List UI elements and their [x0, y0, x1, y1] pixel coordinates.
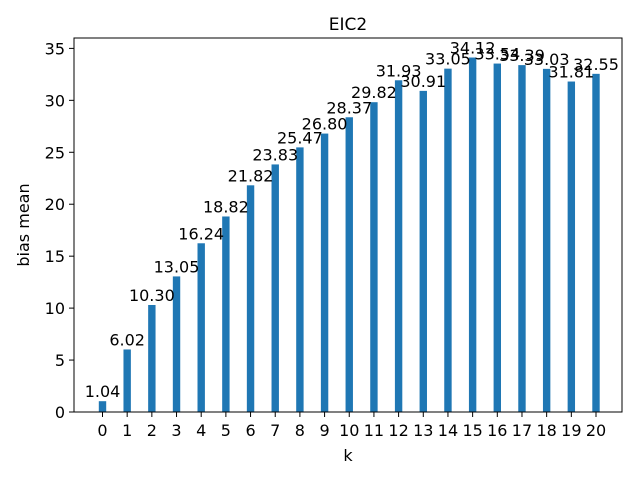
x-tick-label-10: 10 — [339, 421, 359, 440]
bar-k-19 — [567, 81, 576, 412]
y-tick-label-5: 5 — [55, 351, 65, 370]
bar-k-6 — [246, 185, 255, 412]
x-tick-label-8: 8 — [295, 421, 305, 440]
data-label-k-3: 13.05 — [154, 257, 200, 276]
x-tick-label-16: 16 — [487, 421, 507, 440]
chart-title: EIC2 — [329, 15, 367, 35]
x-tick-label-14: 14 — [438, 421, 458, 440]
bar-k-2 — [148, 304, 156, 412]
bar-k-20 — [592, 73, 600, 412]
y-tick-label-25: 25 — [45, 143, 65, 162]
data-label-k-15: 34.12 — [450, 39, 496, 58]
bar-k-13 — [419, 90, 427, 412]
bar-k-0 — [98, 401, 107, 412]
x-tick-label-2: 2 — [147, 421, 157, 440]
data-label-k-10: 28.37 — [326, 98, 372, 117]
x-tick-label-11: 11 — [364, 421, 384, 440]
bar-k-1 — [123, 349, 131, 412]
bar-k-4 — [197, 243, 205, 412]
data-label-k-14: 33.05 — [425, 50, 471, 69]
data-label-k-19: 31.81 — [548, 63, 594, 82]
data-label-k-17: 33.39 — [499, 46, 545, 65]
bar-k-17 — [518, 65, 526, 413]
x-tick-label-1: 1 — [122, 421, 132, 440]
y-tick-label-0: 0 — [55, 403, 65, 422]
x-tick-label-19: 19 — [561, 421, 581, 440]
x-tick-label-7: 7 — [270, 421, 280, 440]
x-tick-label-4: 4 — [196, 421, 206, 440]
data-label-k-5: 18.82 — [203, 197, 249, 216]
bar-k-14 — [444, 68, 452, 413]
x-tick-label-20: 20 — [586, 421, 606, 440]
x-tick-label-15: 15 — [462, 421, 482, 440]
data-label-k-11: 29.82 — [351, 83, 397, 102]
bar-k-5 — [222, 216, 230, 412]
x-tick-label-12: 12 — [388, 421, 408, 440]
x-tick-label-6: 6 — [245, 421, 255, 440]
bar-k-11 — [370, 102, 378, 412]
data-label-k-16: 33.54 — [474, 45, 520, 64]
x-tick-label-17: 17 — [512, 421, 532, 440]
data-label-k-1: 6.02 — [109, 330, 145, 349]
x-tick-label-5: 5 — [221, 421, 231, 440]
y-axis-label: bias mean — [14, 183, 33, 266]
data-label-k-13: 30.91 — [400, 72, 446, 91]
bar-k-12 — [394, 80, 403, 412]
data-label-k-0: 1.04 — [85, 382, 121, 401]
x-axis-label: k — [343, 446, 353, 465]
y-tick-label-30: 30 — [45, 91, 65, 110]
bar-k-16 — [493, 63, 501, 413]
data-label-k-7: 23.83 — [252, 145, 298, 164]
bar-k-9 — [320, 133, 329, 412]
x-tick-label-18: 18 — [536, 421, 556, 440]
bar-k-7 — [271, 164, 279, 412]
data-label-k-6: 21.82 — [228, 166, 274, 185]
data-labels-group: 1.04 6.02 10.30 13.05 16.24 18.82 21.82 23.8325… — [85, 39, 619, 402]
bars-group — [98, 57, 600, 413]
y-tick-label-20: 20 — [45, 195, 65, 214]
data-label-k-2: 10.30 — [129, 286, 175, 305]
x-axis: 0 1 2 3 4 5 6 7 8 9 10 11 12 13 14 15 16 17 18 19 20 — [97, 412, 606, 440]
y-tick-label-15: 15 — [45, 247, 65, 266]
data-label-k-4: 16.24 — [178, 224, 224, 243]
bar-k-15 — [468, 57, 477, 412]
x-tick-label-0: 0 — [97, 421, 107, 440]
bar-k-3 — [172, 276, 181, 412]
plot-frame — [73, 37, 623, 413]
data-label-k-9: 26.80 — [302, 115, 348, 134]
y-axis: 0 5 10 15 20 25 30 35 — [45, 39, 74, 422]
bar-k-10 — [345, 117, 353, 413]
y-tick-label-10: 10 — [45, 299, 65, 318]
y-tick-label-35: 35 — [45, 39, 65, 58]
data-label-k-20: 32.55 — [573, 55, 619, 74]
bar-k-8 — [296, 147, 304, 412]
x-tick-label-9: 9 — [319, 421, 329, 440]
x-tick-label-13: 13 — [413, 421, 433, 440]
data-label-k-18: 33.03 — [524, 50, 570, 69]
bar-k-18 — [542, 68, 551, 413]
data-label-k-8: 25.47 — [277, 128, 323, 147]
x-tick-label-3: 3 — [171, 421, 181, 440]
data-label-k-12: 31.93 — [376, 61, 422, 80]
